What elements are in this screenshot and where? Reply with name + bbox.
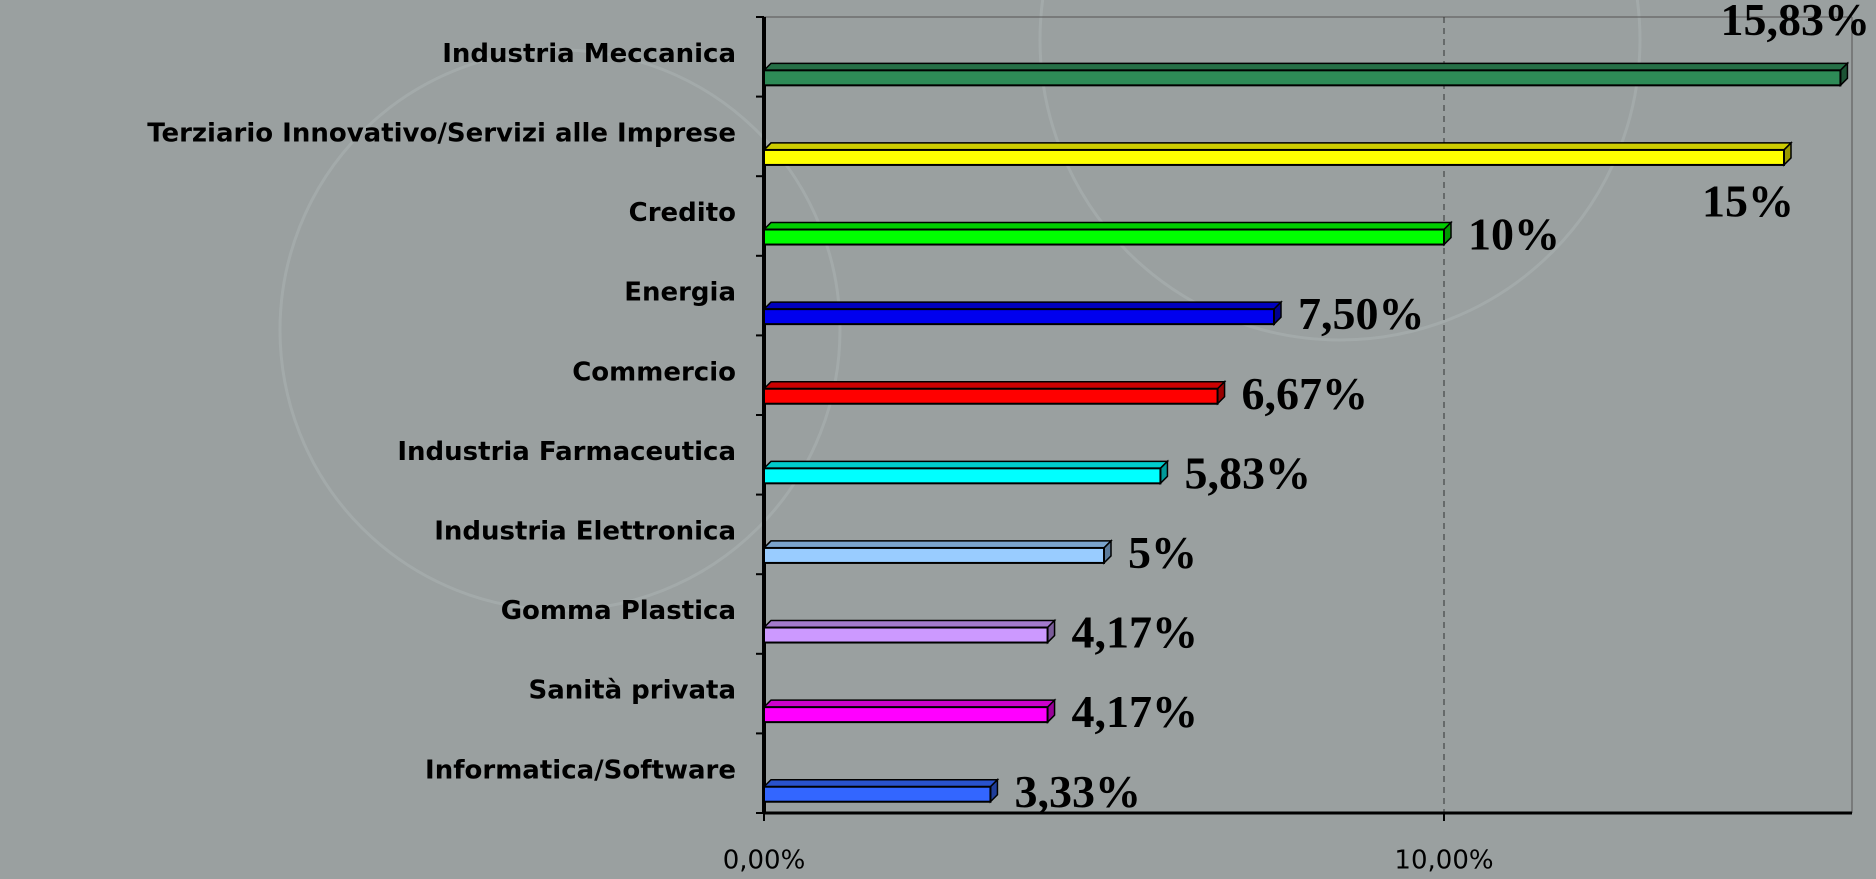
- category-label: Terziario Innovativo/Servizi alle Impres…: [147, 119, 736, 149]
- category-label: Commercio: [572, 357, 736, 387]
- bar-top: [762, 619, 1057, 629]
- bar-top: [762, 62, 1850, 72]
- background-globe: [1038, 0, 1642, 342]
- bar: [763, 148, 1785, 166]
- value-label: 7,50%: [1298, 288, 1425, 339]
- category-label: Industria Farmaceutica: [397, 437, 736, 467]
- value-label: 10%: [1468, 209, 1560, 260]
- category-label: Sanità privata: [528, 676, 736, 706]
- value-label: 3,33%: [1014, 766, 1140, 817]
- bar: [763, 467, 1162, 485]
- x-tick-label: 0,00%: [723, 846, 806, 876]
- bar-top: [762, 142, 1793, 151]
- bar-top: [762, 221, 1453, 231]
- bar: [763, 69, 1842, 87]
- bar: [763, 308, 1275, 326]
- category-label: Informatica/Software: [425, 755, 736, 785]
- bar: [763, 228, 1445, 246]
- bar: [763, 706, 1049, 724]
- value-label: 4,17%: [1072, 686, 1199, 737]
- value-label: 15%: [1702, 175, 1794, 226]
- value-label: 15,83%: [1721, 0, 1871, 45]
- value-label: 5,83%: [1184, 447, 1311, 498]
- bar: [763, 785, 992, 803]
- bar: [763, 387, 1219, 405]
- bar-top: [762, 380, 1227, 390]
- category-label: Energia: [624, 278, 736, 308]
- bar-top: [762, 778, 1000, 788]
- value-label: 5%: [1128, 527, 1197, 578]
- value-label: 4,17%: [1072, 607, 1199, 658]
- category-label: Credito: [629, 198, 736, 228]
- bar-top: [762, 540, 1113, 549]
- bar-top: [762, 301, 1283, 310]
- background-globe: [278, 48, 842, 612]
- category-label: Industria Elettronica: [434, 517, 736, 547]
- bar-top: [762, 460, 1170, 470]
- bar-top: [762, 699, 1057, 708]
- bar: [763, 546, 1105, 564]
- category-label: Gomma Plastica: [501, 596, 736, 626]
- value-label: 6,67%: [1242, 368, 1369, 419]
- category-label: Industria Meccanica: [442, 39, 736, 69]
- x-tick-label: 10,00%: [1394, 846, 1493, 876]
- bar: [763, 626, 1049, 644]
